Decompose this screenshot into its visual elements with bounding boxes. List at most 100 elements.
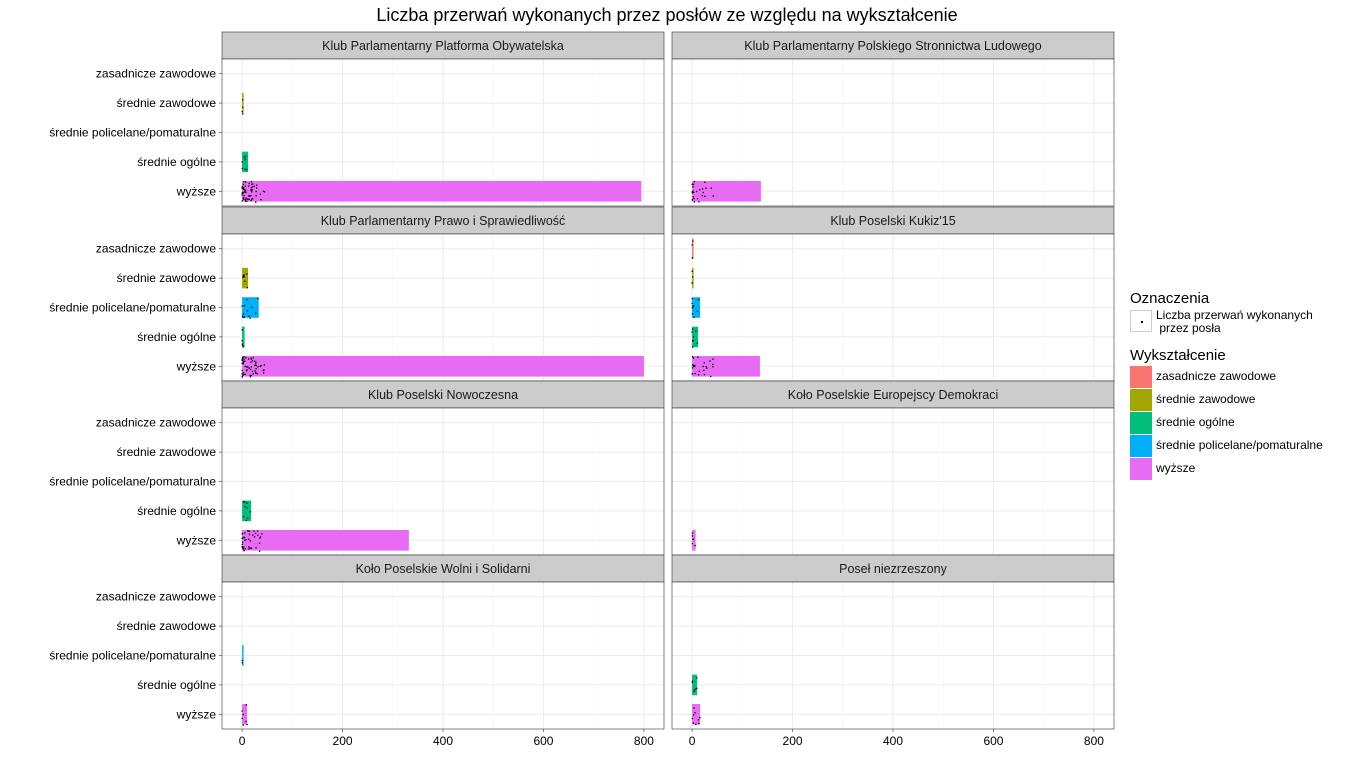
y-tick-label: średnie policelane/pomaturalne [49, 126, 216, 140]
data-point [693, 690, 695, 693]
data-point [691, 244, 693, 246]
data-point [263, 191, 266, 193]
data-point [696, 677, 698, 679]
data-point [248, 315, 250, 317]
data-point [242, 186, 245, 189]
data-point [697, 298, 700, 301]
y-tick-label: wyższe [176, 359, 217, 373]
data-point [244, 505, 246, 508]
y-tick-label: średnie ogólne [137, 678, 216, 692]
data-point [256, 187, 258, 189]
x-tick-label: 400 [433, 734, 453, 748]
data-point [244, 501, 246, 503]
y-tick-label: zasadnicze zawodowe [96, 67, 216, 81]
data-point [252, 198, 254, 200]
data-point [242, 316, 244, 319]
data-point [245, 704, 248, 706]
data-point [241, 359, 243, 362]
legend-label: zasadnicze zawodowe [1156, 369, 1277, 383]
data-point [242, 276, 244, 279]
data-point [691, 307, 694, 309]
data-point [691, 356, 694, 358]
data-point [255, 190, 257, 193]
data-point [259, 365, 261, 367]
data-point [241, 186, 243, 188]
y-tick-label: średnie policelane/pomaturalne [49, 475, 216, 489]
bar [242, 267, 249, 289]
data-point [245, 197, 247, 199]
data-point [243, 356, 245, 358]
data-point [245, 198, 247, 201]
data-point [691, 328, 694, 330]
data-point [251, 186, 254, 188]
legend-label: średnie policelane/pomaturalne [1156, 438, 1323, 452]
data-point [694, 364, 696, 367]
data-point [242, 197, 244, 199]
data-point [241, 194, 243, 196]
legend-swatch [1130, 435, 1152, 457]
data-point [249, 540, 252, 542]
legend-entry: średnie ogólne [1130, 411, 1366, 434]
data-point [692, 183, 695, 186]
data-point [241, 343, 243, 345]
data-point [246, 200, 248, 202]
data-point [697, 356, 699, 358]
bar [692, 356, 760, 377]
data-point [256, 372, 258, 375]
legend-swatch [1130, 366, 1152, 388]
data-point [243, 274, 245, 276]
data-point [242, 724, 244, 726]
data-point [254, 532, 257, 535]
facet-strip [671, 206, 1115, 235]
data-point [705, 187, 707, 189]
data-point [246, 286, 248, 289]
data-point [691, 199, 693, 201]
legend-point-key [1130, 310, 1152, 332]
data-point [243, 181, 245, 183]
bar [692, 704, 701, 725]
data-point [241, 546, 244, 549]
data-point [253, 185, 255, 187]
facet-strip-label: Poseł niezrzeszony [839, 562, 947, 576]
data-point [702, 191, 705, 194]
bar [692, 267, 694, 289]
data-point [692, 364, 694, 367]
data-point [241, 717, 243, 720]
bar [692, 181, 761, 202]
data-point [245, 155, 247, 157]
data-point [692, 196, 694, 198]
data-point [248, 538, 250, 540]
panel-border [221, 58, 665, 207]
data-point [254, 371, 257, 374]
data-point [250, 366, 253, 368]
y-tick-label: średnie zawodowe [117, 445, 217, 459]
data-point [250, 187, 252, 189]
data-point [243, 304, 246, 307]
data-point [702, 365, 704, 368]
legend: Oznaczenia Liczba przerwań wykonanych pr… [1130, 290, 1366, 480]
data-point [242, 346, 245, 348]
data-point [692, 276, 694, 278]
data-point [251, 306, 253, 309]
data-point [254, 312, 257, 314]
facet-strip [221, 554, 665, 583]
bar [242, 151, 249, 173]
data-point [691, 192, 693, 194]
data-point [245, 181, 247, 183]
data-point [248, 367, 250, 370]
facet-strip-label: Klub Poselski Nowoczesna [368, 388, 518, 402]
bar [242, 297, 259, 318]
data-point [692, 305, 695, 308]
data-point [244, 200, 247, 202]
data-point [712, 366, 714, 368]
legend-swatch [1130, 389, 1152, 411]
data-point [242, 106, 244, 108]
data-point [251, 189, 253, 191]
data-point [692, 538, 694, 540]
data-point [244, 360, 246, 362]
data-point [693, 689, 696, 691]
data-point [703, 362, 705, 364]
data-point [695, 688, 697, 690]
x-tick-label: 400 [883, 734, 903, 748]
y-tick-label: średnie ogólne [137, 155, 216, 169]
